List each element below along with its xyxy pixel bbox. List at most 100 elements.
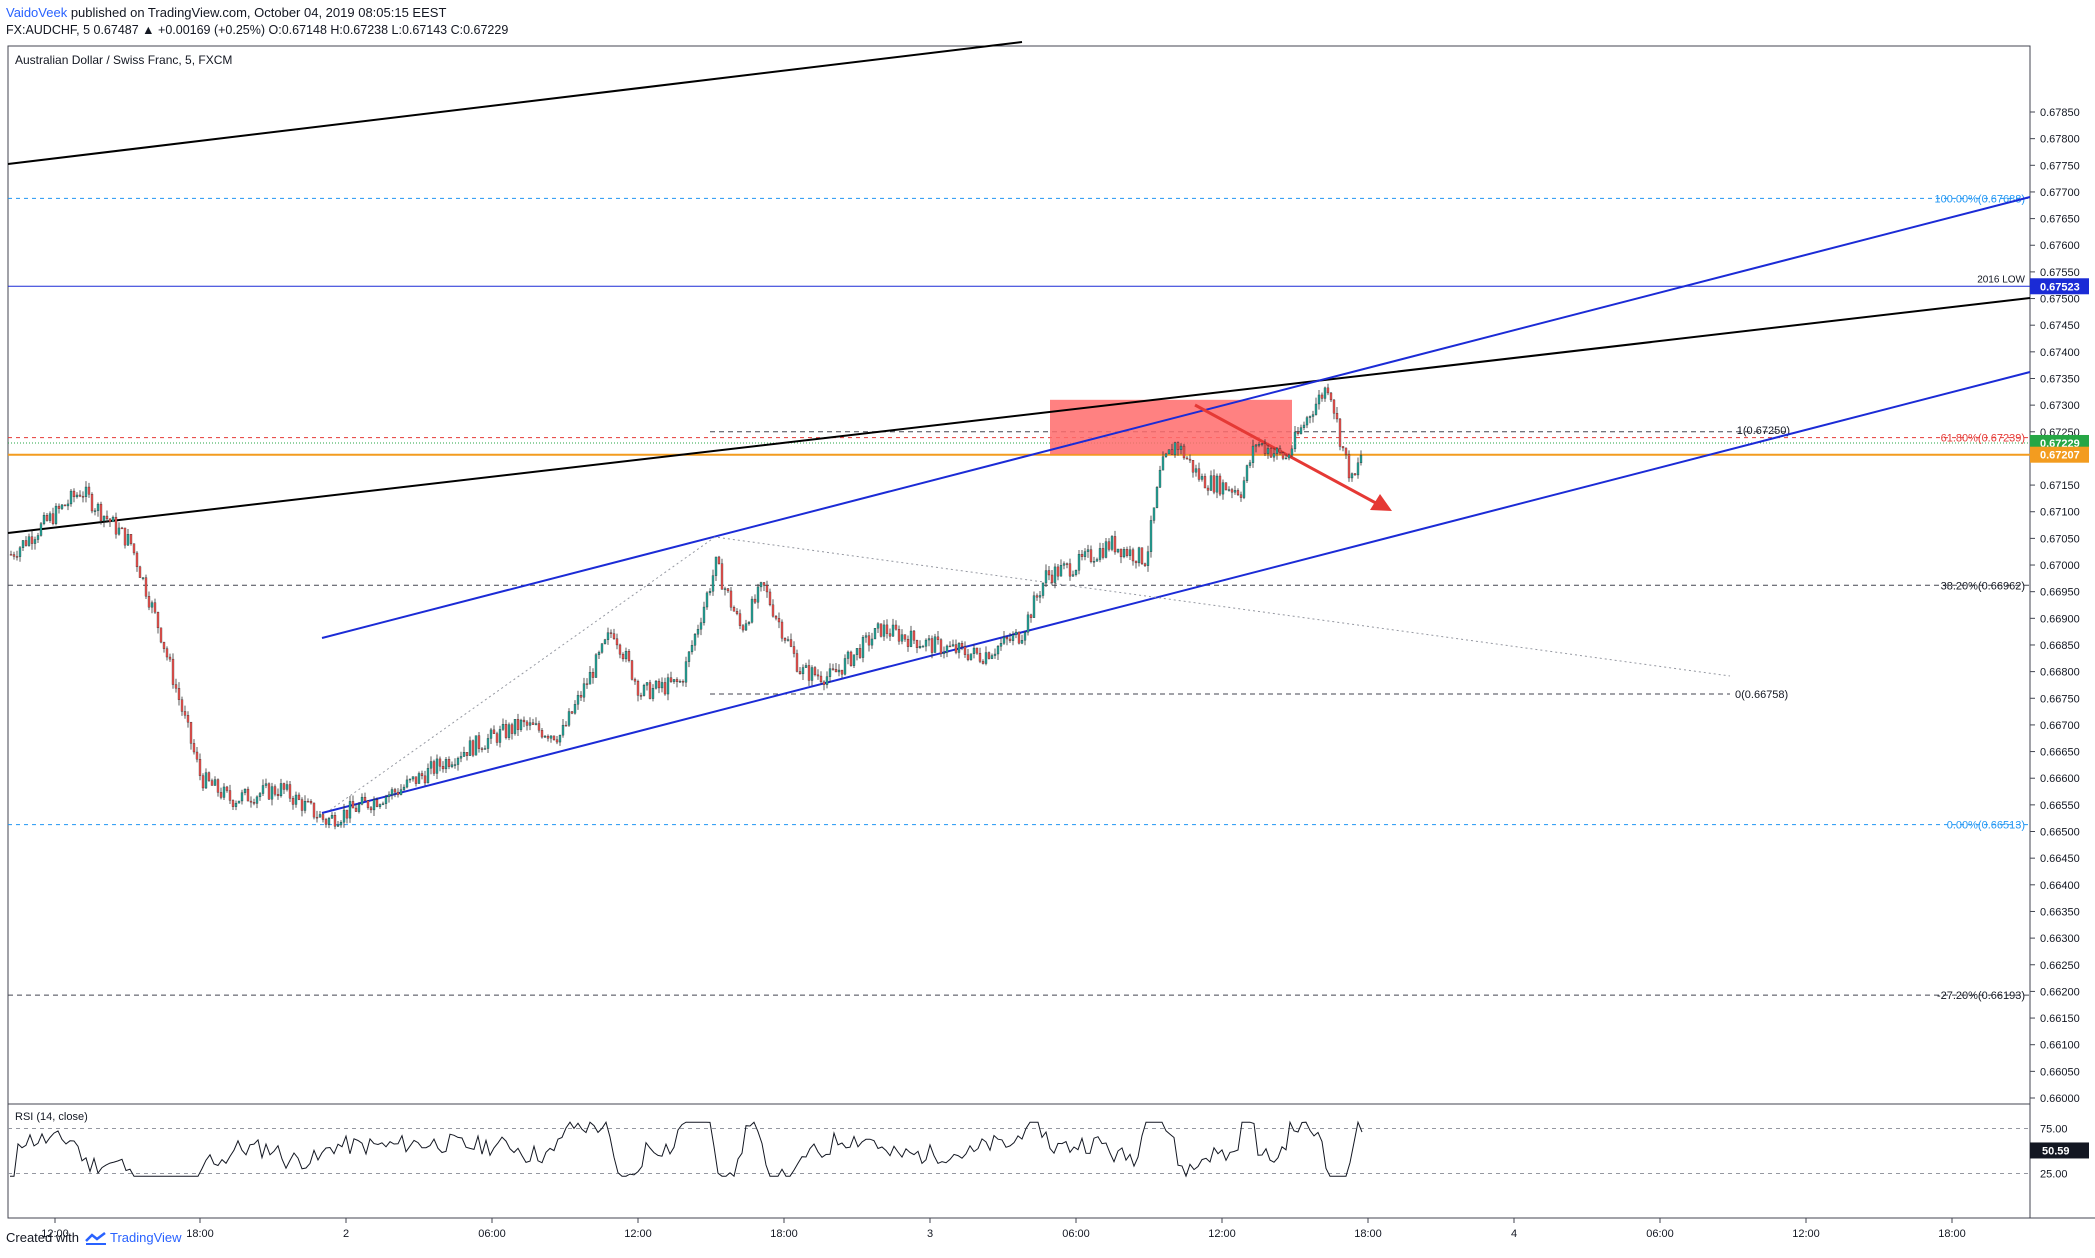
- candle-body: [777, 618, 781, 623]
- price-tick-label: 0.66450: [2040, 853, 2080, 865]
- candle-body: [66, 503, 70, 507]
- candle-body: [543, 735, 547, 738]
- candle-body: [222, 786, 226, 798]
- candle-body: [1239, 494, 1243, 498]
- candle-body: [648, 682, 652, 699]
- candle-body: [54, 505, 58, 524]
- candle-body: [534, 723, 538, 725]
- price-tick-label: 0.67650: [2040, 214, 2080, 226]
- candle-body: [870, 638, 874, 646]
- candle-body: [426, 768, 430, 784]
- candle-body: [1101, 548, 1105, 558]
- candle-body: [1158, 469, 1162, 488]
- candle-body: [981, 661, 985, 664]
- candle-body: [552, 735, 556, 740]
- candle-body: [708, 591, 712, 594]
- candle-body: [342, 809, 346, 823]
- rsi-tick-label: 25.00: [2040, 1169, 2068, 1181]
- candle-body: [93, 510, 97, 512]
- candle-body: [1311, 414, 1315, 417]
- candle-body: [516, 719, 520, 730]
- candle-body: [1296, 431, 1300, 434]
- candle-body: [714, 556, 718, 576]
- price-badge-label: 0.67523: [2040, 281, 2080, 293]
- candle-body: [432, 761, 436, 774]
- candle-body: [390, 789, 394, 795]
- candle-body: [81, 496, 85, 498]
- candle-body: [975, 647, 979, 654]
- candle-body: [1314, 403, 1318, 415]
- candle-body: [828, 668, 832, 677]
- candle-body: [726, 588, 730, 592]
- candle-body: [957, 643, 961, 653]
- candle-body: [360, 796, 364, 805]
- candle-body: [1086, 549, 1090, 552]
- candle-body: [678, 681, 682, 683]
- symbol-title: Australian Dollar / Swiss Franc, 5, FXCM: [15, 53, 232, 67]
- candle-body: [1188, 458, 1192, 461]
- candle-body: [1065, 563, 1069, 565]
- brand-label: TradingView: [109, 1230, 182, 1245]
- candle-body: [954, 644, 958, 653]
- candle-body: [357, 804, 361, 812]
- candle-body: [369, 807, 373, 811]
- time-tick-label: 18:00: [1354, 1228, 1382, 1240]
- channel-lower-line: [321, 371, 2031, 814]
- candle-body: [24, 540, 28, 546]
- candle-body: [645, 682, 649, 686]
- candle-body: [1035, 595, 1039, 598]
- candle-body: [879, 623, 883, 637]
- candle-body: [759, 582, 763, 588]
- candle-body: [537, 723, 541, 731]
- candle-body: [1194, 468, 1198, 473]
- candle-body: [1227, 489, 1231, 491]
- candle-body: [831, 668, 835, 670]
- candle-body: [999, 643, 1003, 647]
- candle-body: [825, 676, 829, 685]
- candle-body: [1272, 453, 1276, 458]
- candle-body: [1236, 490, 1240, 495]
- candle-body: [528, 722, 532, 726]
- candle-body: [1107, 541, 1111, 550]
- tradingview-brand[interactable]: TradingView: [85, 1230, 182, 1245]
- candle-body: [693, 633, 697, 646]
- fib-label: 61.80%(0.67239): [1941, 433, 2025, 445]
- candle-body: [42, 515, 46, 524]
- candle-body: [1113, 536, 1117, 553]
- price-tick-label: 0.66600: [2040, 773, 2080, 785]
- candle-body: [483, 748, 487, 750]
- candle-body: [1146, 551, 1150, 566]
- candle-body: [636, 680, 640, 696]
- candle-body: [1308, 416, 1312, 418]
- publish-info: VaidoVeek published on TradingView.com, …: [6, 5, 446, 20]
- candle-body: [39, 523, 43, 536]
- candle-body: [666, 677, 670, 695]
- candle-body: [75, 494, 79, 498]
- candle-body: [912, 630, 916, 641]
- candle-body: [177, 688, 181, 700]
- fib-label: 100.00%(0.67688): [1934, 193, 2025, 205]
- candle-body: [219, 792, 223, 798]
- candle-body: [1287, 454, 1291, 459]
- candle-body: [795, 653, 799, 672]
- price-tick-label: 0.67700: [2040, 187, 2080, 199]
- author-link[interactable]: VaidoVeek: [6, 5, 68, 20]
- candle-body: [156, 611, 160, 629]
- candle-body: [231, 800, 235, 807]
- candle-body: [570, 711, 574, 714]
- footer: Created with TradingView: [6, 1230, 182, 1245]
- price-tick-label: 0.67550: [2040, 267, 2080, 279]
- candle-body: [189, 722, 193, 744]
- candle-body: [858, 648, 862, 658]
- candle-body: [435, 758, 439, 774]
- candle-body: [1128, 549, 1132, 556]
- price-tick-label: 0.66100: [2040, 1040, 2080, 1052]
- candle-body: [405, 779, 409, 788]
- candle-body: [1095, 559, 1099, 562]
- candle-body: [1152, 507, 1156, 521]
- candle-body: [558, 734, 562, 743]
- candle-body: [276, 794, 280, 797]
- candle-body: [1170, 449, 1174, 455]
- candle-body: [1284, 457, 1288, 460]
